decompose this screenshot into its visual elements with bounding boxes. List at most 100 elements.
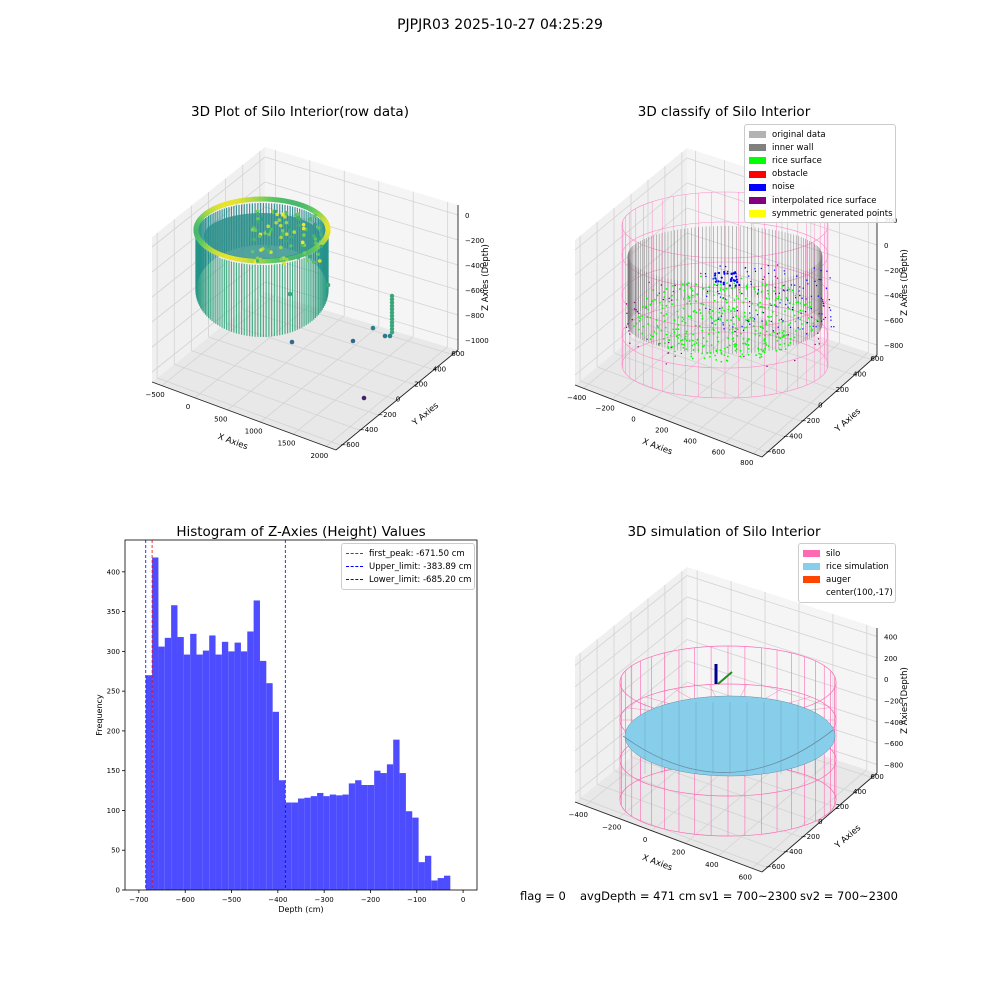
noise-point <box>801 297 803 299</box>
noise-point <box>826 270 828 272</box>
interpolated-surface-point <box>670 346 672 349</box>
rice-surface-point <box>665 304 668 307</box>
rice-surface-point <box>767 292 770 295</box>
noise-point <box>776 264 779 266</box>
interpolated-surface-point <box>722 297 725 299</box>
rice-surface-point <box>745 285 748 288</box>
histogram-bar <box>279 780 286 890</box>
data-point <box>256 211 260 216</box>
histogram-bar <box>405 811 413 890</box>
rice-surface-point <box>788 288 791 291</box>
noise-point <box>732 326 734 328</box>
rice-surface-point <box>726 355 729 358</box>
rice-surface-point <box>758 334 761 337</box>
legend-item: first_peak: -671.50 cm <box>346 547 470 560</box>
interpolated-surface-point <box>648 281 650 284</box>
rice-surface-point <box>746 284 749 286</box>
data-point <box>325 226 331 232</box>
rice-surface-point <box>765 297 768 300</box>
noise-point <box>760 267 763 270</box>
rice-surface-point <box>733 299 736 302</box>
grid-line <box>574 232 688 326</box>
interpolated-surface-point <box>774 286 776 289</box>
rice-surface-point <box>700 275 702 278</box>
rice-surface-point <box>783 342 786 345</box>
rice-surface-point <box>675 328 678 331</box>
rice-surface-point <box>689 286 692 289</box>
z-tick-label: 0 <box>884 242 888 250</box>
noise-point <box>722 283 725 286</box>
rice-surface-point <box>808 301 811 304</box>
rice-surface-point <box>788 324 790 326</box>
interpolated-surface-point <box>794 359 796 362</box>
noise-point <box>794 297 797 299</box>
rice-surface-point <box>681 283 684 286</box>
rice-surface-point <box>678 333 681 336</box>
rice-surface-point <box>742 301 745 304</box>
z-axis-label: Z Axies (Depth) <box>900 667 910 734</box>
rice-surface-point <box>637 328 640 331</box>
noise-point <box>820 297 822 300</box>
rice-surface-point <box>702 345 704 348</box>
rice-surface-point <box>728 344 731 347</box>
interpolated-surface-point <box>799 286 801 288</box>
rice-surface-point <box>755 309 757 312</box>
noise-point <box>810 307 812 310</box>
panel2-3d-axes: −400 −200 0 200 400 600 800 −600 −400 −200 0 200 400… <box>567 148 910 467</box>
x-tick-label: 0 <box>643 836 647 844</box>
rice-surface-point <box>731 328 734 331</box>
rice-surface-point <box>744 319 747 321</box>
noise-point <box>720 315 723 317</box>
rice-surface-point <box>681 320 684 323</box>
rice-surface-point <box>691 289 694 292</box>
grid-line <box>574 207 688 301</box>
histogram-bar <box>272 711 279 890</box>
data-point <box>305 258 309 263</box>
rice-surface-point <box>782 334 785 337</box>
rice-surface-point <box>715 319 717 322</box>
noise-point <box>785 303 787 306</box>
y-tick-label: −400 <box>783 432 802 440</box>
rice-surface-point <box>764 334 766 337</box>
interpolated-surface-point <box>700 272 702 275</box>
rice-surface-point <box>767 315 769 318</box>
legend-swatch <box>749 197 766 205</box>
data-point <box>389 293 395 299</box>
rice-surface-point <box>796 301 799 304</box>
noise-point <box>791 308 794 311</box>
interpolated-surface-point <box>726 270 729 273</box>
legend-item: silo <box>803 547 891 560</box>
legend-label: first_peak: -671.50 cm <box>369 548 465 559</box>
data-point <box>389 313 395 318</box>
legend-item: center(100,-17) <box>803 587 893 600</box>
rice-surface-point <box>634 322 637 325</box>
rice-surface-point <box>646 316 649 318</box>
interpolated-surface-point <box>674 355 676 357</box>
rice-surface-point <box>660 312 663 314</box>
interpolated-surface-point <box>628 330 630 332</box>
rice-surface-point <box>652 289 655 291</box>
noise-point <box>722 281 725 284</box>
panel4-3d-axes: −400 −200 0 200 400 600 −600 −400 −200 0 200 400 600… <box>569 567 910 882</box>
rice-surface-point <box>747 353 750 356</box>
noise-point <box>820 320 823 322</box>
data-point <box>308 254 312 259</box>
noise-point <box>717 271 721 275</box>
rice-surface-point <box>782 330 785 332</box>
rice-surface-point <box>797 310 800 313</box>
interpolated-surface-point <box>635 308 637 311</box>
noise-point <box>762 311 765 314</box>
rice-surface-point <box>768 319 771 322</box>
noise-point <box>706 295 708 298</box>
histogram-bar <box>367 785 375 890</box>
flag-text: flag = 0 <box>520 889 566 903</box>
data-point <box>266 245 271 249</box>
rice-surface-point <box>767 345 770 347</box>
rice-surface-point <box>725 287 728 290</box>
rice-surface-point <box>760 355 763 358</box>
rice-surface-point <box>776 339 779 342</box>
rice-surface-point <box>803 304 806 306</box>
noise-point <box>728 284 732 287</box>
data-point <box>255 259 260 263</box>
noise-point <box>815 326 817 328</box>
